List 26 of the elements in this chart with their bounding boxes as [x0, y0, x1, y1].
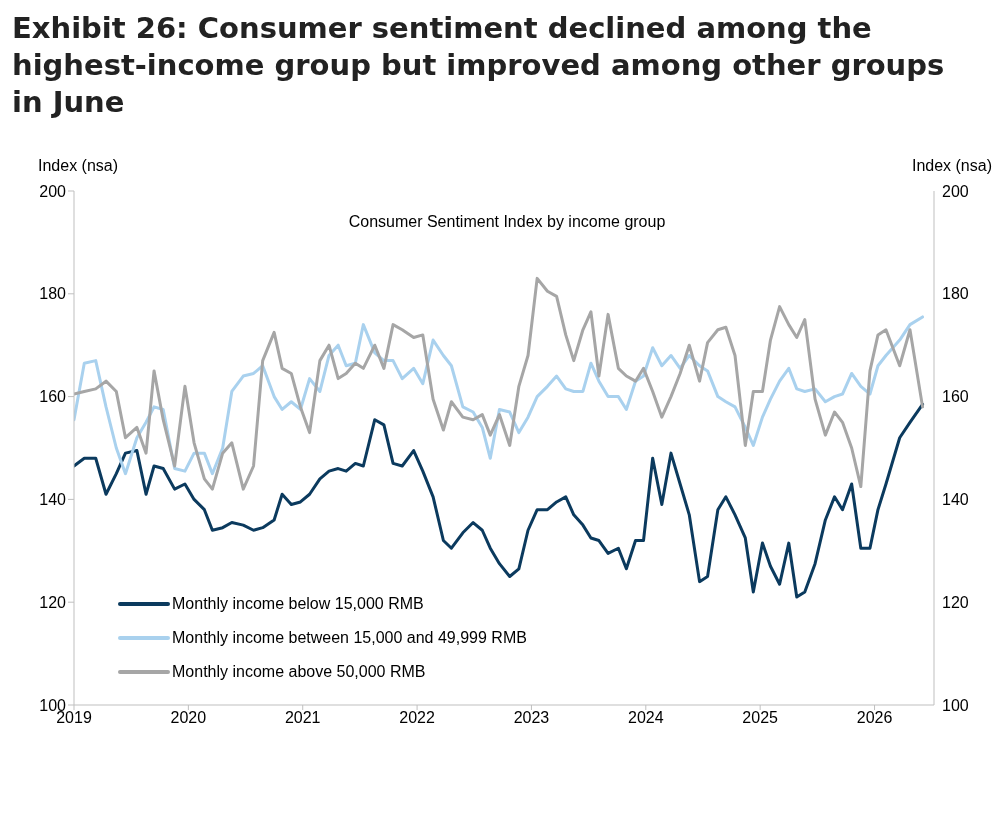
x-tick-label: 2024 [628, 709, 664, 727]
y2-tick-label: 180 [942, 285, 969, 303]
y2-tick-label: 100 [942, 696, 969, 714]
text: Consumer Sentiment Index by income group [347, 213, 667, 231]
y2-tick-label: 200 [942, 182, 969, 200]
y-tick-label: 180 [39, 285, 67, 303]
y-axis-title: Index (nsa) [38, 157, 119, 175]
x-tick-label: 2025 [742, 709, 779, 727]
line-series [74, 276, 925, 491]
x-tick-label: 2021 [284, 709, 321, 727]
legend-label: Monthly income above 50,000 RMB [172, 663, 426, 681]
y-tick-label: 160 [39, 388, 67, 406]
y2-tick-label: 120 [942, 593, 969, 611]
chart-title: Exhibit 26: Consumer sentiment declined among the highest-income group but improved among other groups in June [11, 10, 946, 121]
x-tick-label: 2026 [856, 709, 893, 727]
legend-label: Monthly income between 15,000 and 49,999 RMB [172, 629, 527, 647]
y-tick-label: 200 [39, 182, 67, 200]
legend-label: Monthly income below 15,000 RMB [172, 595, 424, 613]
x-tick-label: 2020 [170, 709, 207, 727]
y-tick-label: 140 [39, 491, 67, 509]
x-tick-label: 2023 [513, 709, 550, 727]
y2-axis-title: Index (nsa) [911, 157, 992, 175]
x-tick-label: 2022 [399, 709, 435, 727]
y-tick-label: 120 [39, 593, 67, 611]
y2-tick-label: 160 [942, 388, 969, 406]
y2-tick-label: 140 [942, 491, 969, 509]
